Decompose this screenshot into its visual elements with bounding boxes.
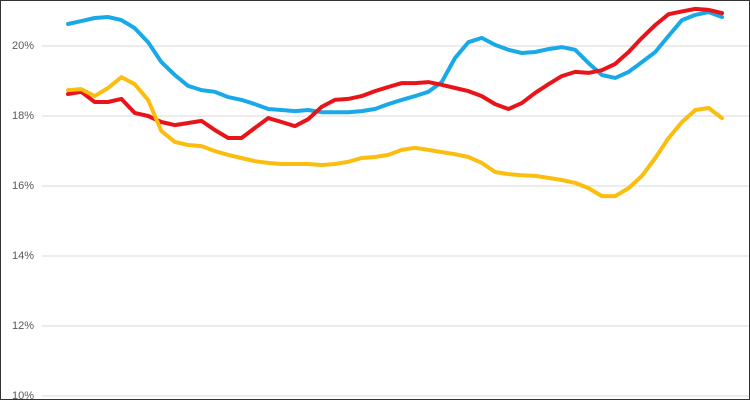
y-tick-label: 14% (12, 250, 34, 262)
y-tick-label: 18% (12, 110, 34, 122)
series-line (66, 6, 724, 140)
y-tick-label: 20% (12, 40, 34, 52)
y-tick-label: 12% (12, 320, 34, 332)
y-tick-label: 10% (12, 390, 34, 400)
series-line (66, 75, 724, 199)
series-line (66, 10, 724, 115)
y-tick-label: 16% (12, 180, 34, 192)
